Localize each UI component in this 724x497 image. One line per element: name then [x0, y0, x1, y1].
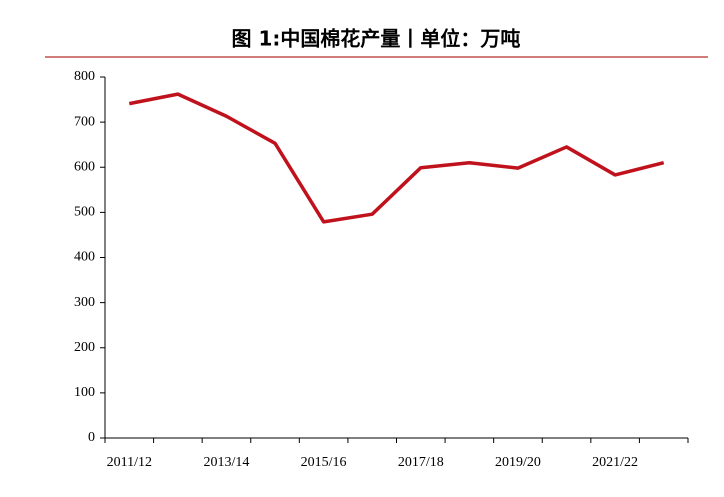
x-tick-label: 2017/18 — [398, 455, 444, 470]
chart-title: 图 1:中国棉花产量丨单位：万吨 — [232, 27, 521, 51]
y-tick-label: 400 — [74, 250, 95, 265]
x-tick-label: 2011/12 — [107, 455, 152, 470]
y-tick-label: 300 — [74, 295, 95, 310]
y-tick-label: 0 — [88, 430, 95, 445]
y-tick-label: 800 — [74, 69, 95, 84]
line-series — [128, 92, 665, 224]
y-tick-label: 100 — [74, 385, 95, 400]
x-tick-label: 2015/16 — [301, 455, 347, 470]
y-tick-label: 600 — [74, 159, 95, 174]
x-tick-label: 2019/20 — [495, 455, 541, 470]
y-tick-label: 200 — [74, 340, 95, 355]
y-tick-label: 500 — [74, 205, 95, 220]
x-tick-label: 2021/22 — [592, 455, 638, 470]
x-tick-label: 2013/14 — [204, 455, 250, 470]
y-tick-label: 700 — [74, 114, 95, 129]
